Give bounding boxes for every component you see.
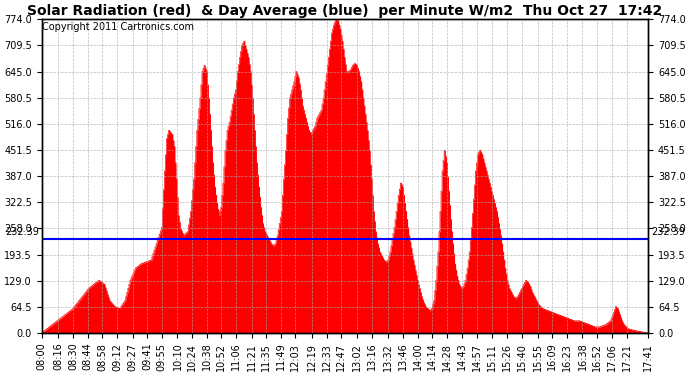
Text: 232.39: 232.39 (5, 227, 39, 237)
Text: 232.39: 232.39 (651, 227, 685, 237)
Title: Solar Radiation (red)  & Day Average (blue)  per Minute W/m2  Thu Oct 27  17:42: Solar Radiation (red) & Day Average (blu… (28, 4, 662, 18)
Text: Copyright 2011 Cartronics.com: Copyright 2011 Cartronics.com (42, 22, 195, 33)
